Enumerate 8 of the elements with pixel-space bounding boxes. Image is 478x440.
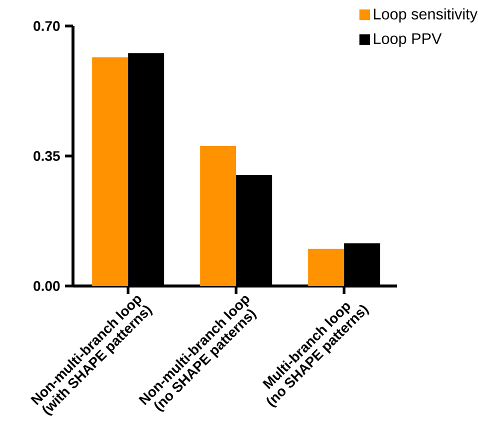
y-tick-label: 0.00 [34, 281, 60, 291]
y-tick-label: 0.35 [34, 151, 60, 161]
bar [92, 57, 128, 286]
legend-label: Loop PPV [374, 33, 442, 48]
legend-label: Loop sensitivity [374, 8, 478, 22]
y-tick-label: 0.70 [34, 21, 60, 31]
bar [308, 248, 344, 286]
bar [200, 146, 236, 286]
